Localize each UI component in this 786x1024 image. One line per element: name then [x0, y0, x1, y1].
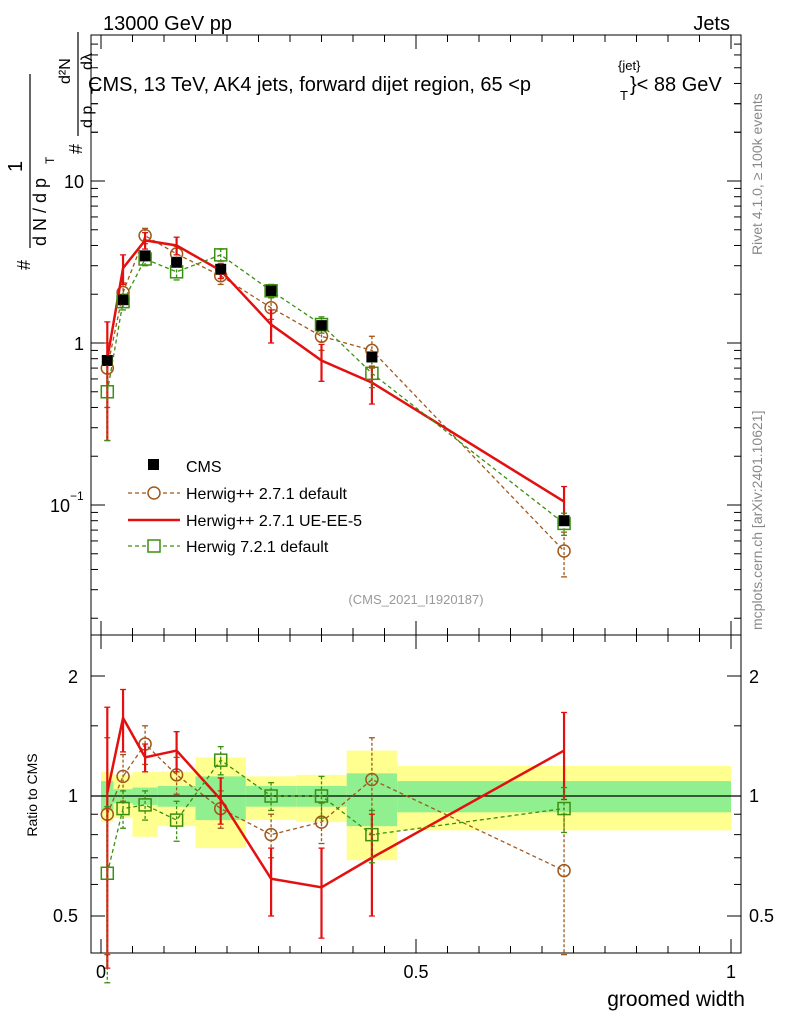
legend-label-h721: Herwig 7.2.1 default: [186, 539, 329, 556]
ratio-ytick-label-2-right: 2: [749, 667, 759, 687]
marker-h721: [213, 248, 228, 262]
main-y-axis-label: # 1 d N / d p T # d²N d p T dλ: [5, 32, 103, 270]
ratio-marker-h721: [169, 813, 184, 827]
ytick-label-10: 10: [64, 172, 84, 192]
data-point-cms-top: [366, 351, 377, 362]
ratio-marker-h721: [264, 789, 278, 803]
ytick-label-1: 1: [74, 334, 84, 354]
x-axis-label: groomed width: [607, 988, 745, 1011]
ratio-series-line-h271def: [106, 743, 565, 872]
mcplots-label: mcplots.cern.ch [arXiv:2401.10621]: [749, 411, 765, 630]
svg-text:{jet}: {jet}: [618, 58, 641, 73]
ytick-label-0.1: 10 −1: [50, 489, 84, 516]
legend-marker-h271def: [147, 486, 161, 500]
ratio-ytick-label-0.5-right: 0.5: [749, 906, 774, 926]
data-point-cms-top: [316, 320, 327, 331]
svg-text:10: 10: [50, 496, 70, 516]
svg-text:d²N: d²N: [57, 58, 74, 84]
ratio-marker-h721: [100, 866, 115, 881]
ratio-marker-h271def: [264, 827, 278, 842]
ratio-ytick-label-1: 1: [68, 786, 78, 806]
svg-text:d N / d p: d N / d p: [30, 178, 50, 246]
data-point-cms-top: [140, 250, 151, 261]
ratio-marker-h721: [365, 827, 379, 842]
marker-h721: [264, 284, 278, 298]
svg-text:#: #: [14, 260, 34, 270]
data-point-cms-top: [118, 294, 129, 305]
energy-label: 13000 GeV pp: [103, 13, 232, 35]
svg-text:T: T: [620, 88, 628, 103]
ratio-marker-h721: [213, 753, 228, 767]
marker-h271def: [557, 544, 571, 558]
legend: CMS Herwig++ 2.7.1 default Herwig++ 2.7.…: [128, 459, 362, 556]
data-point-cms-top: [102, 355, 113, 366]
ratio-plot-area: [91, 688, 741, 984]
legend-marker-h721: [147, 539, 161, 553]
plot-title: CMS, 13 TeV, AK4 jets, forward dijet reg…: [88, 58, 722, 103]
ratio-ytick-label-1-right: 1: [749, 786, 759, 806]
ratio-marker-h271def: [557, 863, 571, 878]
analysis-tag: (CMS_2021_I1920187): [348, 592, 483, 607]
data-point-cms-top: [266, 285, 277, 296]
svg-text:CMS, 13 TeV, AK4 jets, forward: CMS, 13 TeV, AK4 jets, forward dijet reg…: [88, 74, 531, 96]
marker-h721: [100, 385, 115, 399]
legend-label-h271ue: Herwig++ 2.7.1 UE-EE-5: [186, 513, 362, 530]
ratio-marker-h271def: [365, 772, 379, 787]
xtick-label-1: 1: [726, 962, 736, 982]
data-point-cms-top: [559, 515, 570, 526]
ratio-y-axis-label: Ratio to CMS: [24, 753, 40, 836]
xtick-label-0.5: 0.5: [403, 962, 428, 982]
ratio-marker-h721: [116, 801, 130, 816]
svg-text:dλ: dλ: [79, 53, 96, 70]
legend-label-cms: CMS: [186, 459, 222, 476]
marker-h721: [365, 366, 379, 381]
svg-text:#: #: [66, 144, 86, 154]
data-point-cms-top: [215, 264, 226, 275]
svg-text:T: T: [89, 86, 103, 94]
ratio-ytick-label-2: 2: [68, 667, 78, 687]
ratio-y-axis-ticks: [91, 675, 741, 917]
xtick-label-0: 0: [96, 962, 106, 982]
legend-label-h271def: Herwig++ 2.7.1 default: [186, 486, 348, 503]
main-plot-area: [100, 227, 571, 578]
ratio-marker-h721: [314, 789, 329, 803]
ratio-marker-h271def: [116, 769, 130, 784]
rivet-label: Rivet 4.1.0, ≥ 100k events: [749, 93, 765, 255]
data-point-cms-top: [171, 257, 182, 268]
jets-label: Jets: [693, 13, 730, 35]
svg-text:d p: d p: [79, 106, 96, 128]
main-y-axis-ticks: [91, 43, 741, 619]
x-axis-ticks: [100, 35, 732, 953]
ratio-series-line-h721: [106, 759, 565, 874]
svg-text:T: T: [43, 156, 57, 164]
svg-text:1: 1: [5, 161, 27, 172]
svg-text:−1: −1: [70, 489, 84, 503]
svg-text:}< 88 GeV: }< 88 GeV: [630, 74, 722, 96]
ratio-ytick-label-0.5: 0.5: [53, 906, 78, 926]
legend-marker-cms: [148, 459, 159, 470]
series-line-h271def: [106, 234, 565, 552]
ratio-marker-h721: [138, 798, 152, 812]
ratio-marker-h721: [557, 801, 571, 816]
ratio-marker-h271def: [314, 815, 329, 829]
series-line-h721: [106, 254, 565, 524]
